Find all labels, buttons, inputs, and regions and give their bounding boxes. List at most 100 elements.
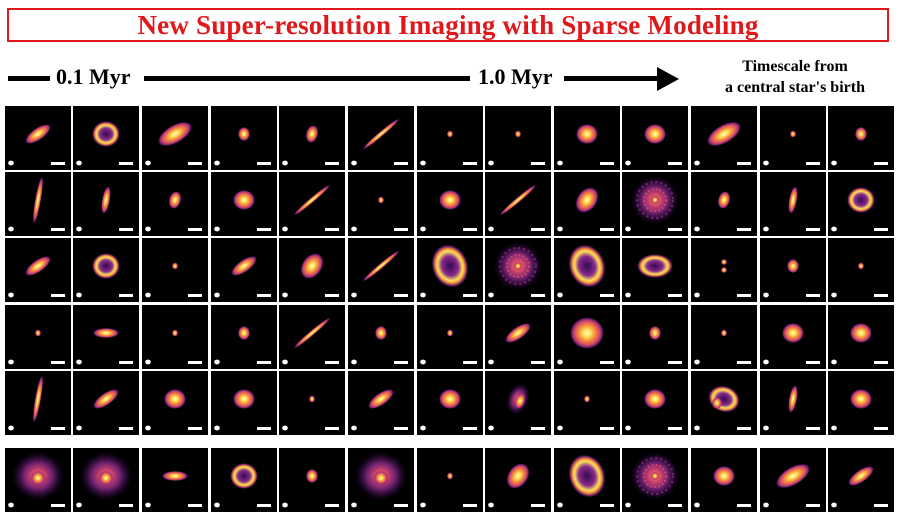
disk-image [625, 452, 682, 508]
beam-marker [420, 425, 426, 431]
disk-image [351, 118, 408, 166]
timescale-line-right [564, 76, 660, 81]
scale-bar [806, 361, 820, 364]
scale-bar [737, 162, 751, 165]
beam-marker [8, 160, 14, 166]
beam-marker [625, 359, 631, 365]
disk-panel [73, 172, 139, 236]
disk-panel [348, 448, 414, 512]
beam-marker [557, 425, 563, 431]
beam-marker [488, 425, 494, 431]
disk-image [488, 463, 545, 508]
scale-bar [257, 162, 271, 165]
disk-panel [760, 106, 826, 170]
beam-marker [214, 292, 220, 298]
disk-panel [554, 172, 620, 236]
beam-marker [557, 292, 563, 298]
label-1-0-myr: 1.0 Myr [478, 64, 553, 89]
beam-marker [214, 226, 220, 232]
disk-panel [554, 106, 620, 170]
disk-panel [554, 448, 620, 512]
disk-image [694, 329, 751, 365]
disk-panel [211, 448, 277, 512]
disk-panel [348, 238, 414, 302]
disk-panel [279, 371, 345, 435]
scale-bar [51, 427, 65, 430]
disk-image [488, 242, 545, 298]
disk-panel [691, 448, 757, 512]
disk-image [831, 466, 888, 508]
disk-image [557, 395, 614, 431]
scale-bar [463, 427, 477, 430]
scale-bar [668, 504, 682, 507]
disk-image [282, 317, 339, 365]
disk-panel [5, 305, 71, 369]
disk-image [351, 250, 408, 298]
scale-bar [119, 427, 133, 430]
scale-bar [737, 427, 751, 430]
disk-panel [279, 448, 345, 512]
disk-panel [691, 371, 757, 435]
beam-marker [763, 502, 769, 508]
beam-marker [282, 292, 288, 298]
disk-image [625, 389, 682, 431]
disk-image [351, 196, 408, 232]
disk-image [488, 130, 545, 166]
disk-image [214, 256, 271, 298]
beam-marker [763, 160, 769, 166]
scale-bar [394, 361, 408, 364]
scale-bar [600, 361, 614, 364]
beam-marker [557, 359, 563, 365]
disk-image [763, 463, 820, 508]
disk-panel [485, 106, 551, 170]
beam-marker [145, 425, 151, 431]
disk-image [145, 262, 202, 298]
beam-marker [694, 425, 700, 431]
disk-image [76, 121, 133, 166]
beam-marker [763, 425, 769, 431]
disk-image [145, 191, 202, 232]
scale-bar [874, 504, 888, 507]
beam-marker [351, 160, 357, 166]
disk-image [420, 190, 477, 232]
scale-bar [394, 427, 408, 430]
scale-bar [531, 228, 545, 231]
disk-image [76, 389, 133, 431]
disk-image [8, 375, 65, 431]
beam-marker [76, 292, 82, 298]
beam-marker [76, 425, 82, 431]
disk-panel [417, 238, 483, 302]
beam-marker [214, 359, 220, 365]
disk-panel [417, 371, 483, 435]
disk-image [76, 253, 133, 298]
beam-marker [8, 226, 14, 232]
scale-bar [806, 294, 820, 297]
disk-image [8, 329, 65, 365]
scale-bar [257, 427, 271, 430]
disk-image [625, 254, 682, 298]
beam-marker [214, 425, 220, 431]
scale-bar [463, 504, 477, 507]
disk-panel [73, 106, 139, 170]
disk-image [145, 329, 202, 365]
disk-image [282, 125, 339, 166]
disk-panel [73, 238, 139, 302]
beam-marker [8, 502, 14, 508]
disk-image [145, 121, 202, 166]
beam-marker [763, 359, 769, 365]
scale-bar [119, 162, 133, 165]
beam-marker [76, 359, 82, 365]
scale-bar [531, 162, 545, 165]
disk-panel [142, 172, 208, 236]
beam-marker [831, 226, 837, 232]
scale-bar [531, 294, 545, 297]
beam-marker [282, 425, 288, 431]
beam-marker [282, 502, 288, 508]
beam-marker [831, 425, 837, 431]
scale-bar [51, 361, 65, 364]
disk-panel [554, 238, 620, 302]
disk-image [76, 328, 133, 365]
disk-panel [142, 106, 208, 170]
scale-bar [668, 427, 682, 430]
disk-panel [142, 448, 208, 512]
